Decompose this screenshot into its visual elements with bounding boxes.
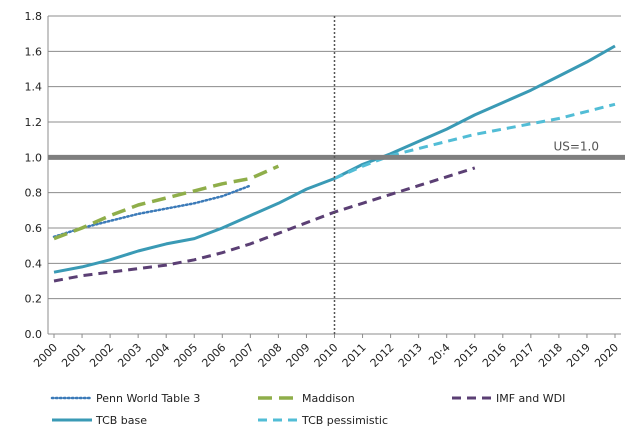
y-tick-label: 1.2 <box>25 116 43 129</box>
legend-label: Maddison <box>302 392 355 405</box>
x-tick-label: 20:4 <box>426 341 453 368</box>
x-tick-label: 2018 <box>536 341 565 370</box>
y-tick-label: 1.4 <box>25 81 43 94</box>
legend-label: Penn World Table 3 <box>96 392 200 405</box>
x-tick-label: 2003 <box>115 341 144 370</box>
y-tick-label: 0.6 <box>25 222 43 235</box>
y-tick-label: 0.4 <box>25 257 43 270</box>
x-tick-label: 2001 <box>59 341 88 370</box>
series-line-imf-and-wdi <box>53 166 476 283</box>
x-tick-label: 2005 <box>171 341 200 370</box>
y-tick-label: 0.2 <box>25 293 43 306</box>
x-tick-label: 2008 <box>256 341 285 370</box>
x-tick-label: 2015 <box>452 341 481 370</box>
legend-label: TCB pessimistic <box>301 414 388 427</box>
reference-lines: US=1.0 <box>48 16 625 334</box>
x-tick-label: 2007 <box>227 341 256 370</box>
grid <box>47 15 621 335</box>
x-tick-label: 2010 <box>312 341 341 370</box>
x-axis: 2000 2001 2002 2003 2004 2005 2006 2007 2008 2009… <box>31 334 621 370</box>
x-tick-label: 2000 <box>31 341 60 370</box>
legend-item: TCB base <box>52 414 147 427</box>
legend-item: IMF and WDI <box>452 392 565 405</box>
series-line-maddison <box>53 164 280 241</box>
x-tick-label: 2013 <box>396 341 425 370</box>
legend-label: IMF and WDI <box>496 392 565 405</box>
y-tick-label: 1.6 <box>25 45 43 58</box>
us-reference-label: US=1.0 <box>553 139 599 153</box>
x-tick-label: 2019 <box>564 341 593 370</box>
x-tick-label: 2020 <box>592 341 621 370</box>
x-tick-label: 2016 <box>480 341 509 370</box>
x-tick-label: 2009 <box>284 341 313 370</box>
y-tick-label: 1.0 <box>25 151 43 164</box>
legend-item: Penn World Table 3 <box>50 392 200 405</box>
x-tick-label: 2004 <box>143 341 172 370</box>
x-tick-label: 2006 <box>199 341 228 370</box>
y-tick-label: 0.8 <box>25 187 43 200</box>
legend-item: Maddison <box>258 392 355 405</box>
y-tick-label: 0.0 <box>25 328 43 341</box>
y-tick-label: 1.8 <box>25 10 43 23</box>
plot-area <box>52 44 616 283</box>
x-tick-label: 2017 <box>508 341 537 370</box>
x-tick-label: 2012 <box>368 341 397 370</box>
legend-item: TCB pessimistic <box>258 414 388 427</box>
y-axis: 0.0 0.2 0.4 0.6 0.8 1.0 1.2 1.4 1.6 1.8 <box>25 10 43 341</box>
legend-label: TCB base <box>95 414 147 427</box>
x-tick-label: 2002 <box>87 341 116 370</box>
x-tick-label: 2011 <box>340 341 369 370</box>
legend: Penn World Table 3 Maddison IMF and WDI TCB… <box>50 392 565 427</box>
